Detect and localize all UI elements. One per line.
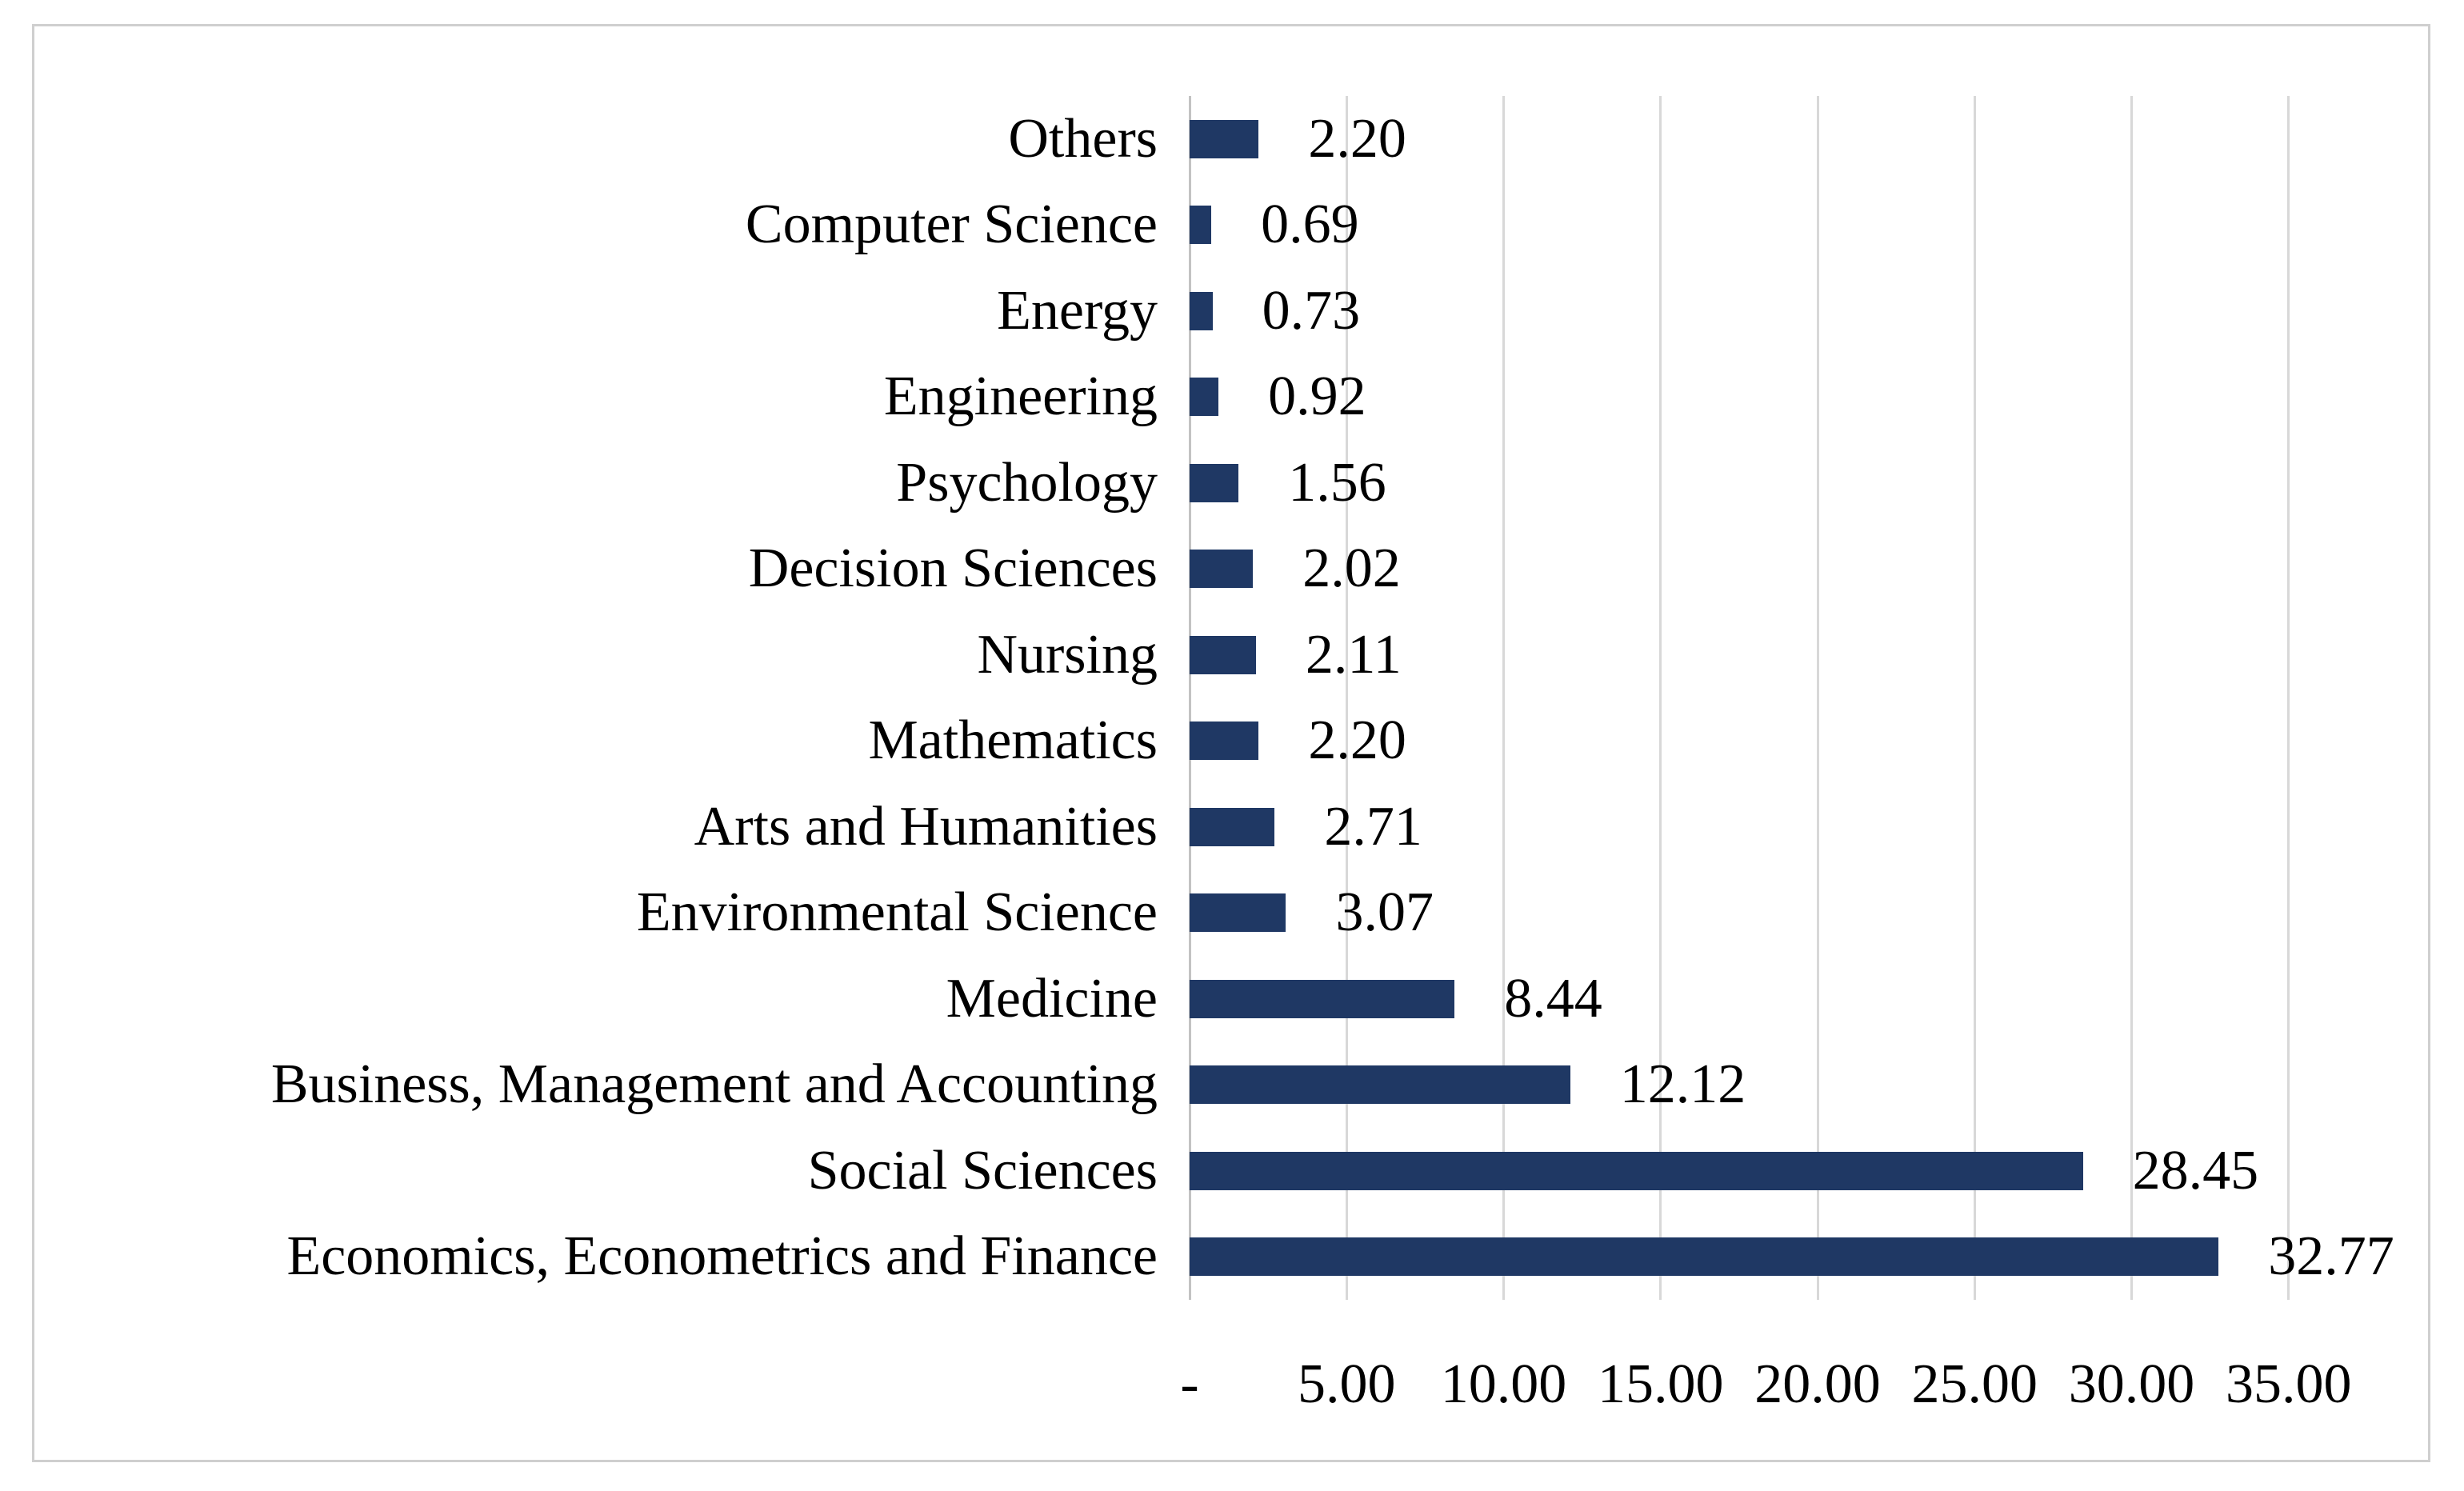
bar-row: Economics, Econometrics and Finance 32.77 — [0, 1214, 2464, 1301]
value-label: 2.11 — [1305, 623, 1402, 686]
value-label: 3.07 — [1335, 881, 1434, 944]
bar-row: Psychology 1.56 — [0, 440, 2464, 526]
bar-row: Engineering 0.92 — [0, 354, 2464, 441]
category-label: Environmental Science — [636, 881, 1158, 944]
bar-row: Mathematics 2.20 — [0, 698, 2464, 785]
bar-row: Social Sciences 28.45 — [0, 1128, 2464, 1214]
category-label: Social Sciences — [807, 1139, 1158, 1201]
bar-row: Nursing 2.11 — [0, 612, 2464, 698]
bar-row: Energy 0.73 — [0, 268, 2464, 354]
value-label: 12.12 — [1619, 1053, 1746, 1116]
bar — [1190, 1237, 2219, 1277]
category-label: Energy — [997, 279, 1158, 342]
category-label: Arts and Humanities — [694, 795, 1158, 857]
bar-row: Environmental Science 3.07 — [0, 870, 2464, 957]
category-label: Economics, Econometrics and Finance — [286, 1225, 1158, 1288]
bar — [1190, 1065, 1570, 1105]
bar-row: Computer Science 0.69 — [0, 182, 2464, 269]
gridline — [2130, 96, 2133, 1300]
category-label: Decision Sciences — [748, 538, 1158, 600]
value-label: 0.69 — [1261, 194, 1359, 256]
bar-row: Decision Sciences 2.02 — [0, 526, 2464, 613]
value-label: 1.56 — [1288, 451, 1386, 514]
x-axis-tick-label: 30.00 — [2068, 1353, 2195, 1415]
bar — [1190, 550, 1254, 589]
bar — [1190, 722, 1259, 761]
category-label: Mathematics — [868, 710, 1158, 772]
y-axis-line — [1188, 96, 1191, 1300]
x-axis-tick-label: - — [1180, 1353, 1199, 1415]
bar-row: Arts and Humanities 2.71 — [0, 784, 2464, 870]
bar-row: Medicine 8.44 — [0, 956, 2464, 1042]
category-label: Psychology — [896, 451, 1158, 514]
bar-row: Business, Management and Accounting 12.12 — [0, 1042, 2464, 1129]
gridline — [1502, 96, 1505, 1300]
bar — [1190, 1151, 2083, 1190]
category-label: Engineering — [883, 366, 1158, 428]
gridline — [1816, 96, 1819, 1300]
bar-row: Others 2.20 — [0, 96, 2464, 182]
bar — [1190, 807, 1275, 846]
x-axis-tick-label: 10.00 — [1440, 1353, 1567, 1415]
bar — [1190, 893, 1286, 933]
category-label: Medicine — [946, 967, 1158, 1029]
x-axis-tick-label: 15.00 — [1598, 1353, 1724, 1415]
bar — [1190, 635, 1256, 674]
value-label: 28.45 — [2132, 1139, 2259, 1201]
value-label: 0.73 — [1262, 279, 1361, 342]
bar — [1190, 378, 1219, 417]
value-label: 32.77 — [2268, 1225, 2394, 1288]
category-label: Computer Science — [745, 194, 1158, 256]
x-axis-tick-label: 25.00 — [1911, 1353, 2038, 1415]
category-label: Nursing — [977, 623, 1158, 686]
value-label: 2.71 — [1324, 795, 1422, 857]
x-axis-tick-label: 20.00 — [1754, 1353, 1881, 1415]
value-label: 0.92 — [1268, 366, 1366, 428]
gridline — [2287, 96, 2290, 1300]
bar — [1190, 291, 1213, 330]
value-label: 2.20 — [1308, 107, 1406, 170]
bar — [1190, 979, 1455, 1018]
category-label: Others — [1008, 107, 1158, 170]
value-label: 2.20 — [1308, 710, 1406, 772]
gridline — [1973, 96, 1976, 1300]
bar — [1190, 206, 1212, 245]
category-label: Business, Management and Accounting — [270, 1053, 1158, 1116]
x-axis-tick-label: 35.00 — [2226, 1353, 2352, 1415]
gridline — [1659, 96, 1662, 1300]
bar — [1190, 119, 1259, 158]
value-label: 2.02 — [1302, 538, 1401, 600]
x-axis-tick-label: 5.00 — [1298, 1353, 1396, 1415]
value-label: 8.44 — [1504, 967, 1602, 1029]
bar — [1190, 463, 1239, 502]
gridline — [1345, 96, 1348, 1300]
